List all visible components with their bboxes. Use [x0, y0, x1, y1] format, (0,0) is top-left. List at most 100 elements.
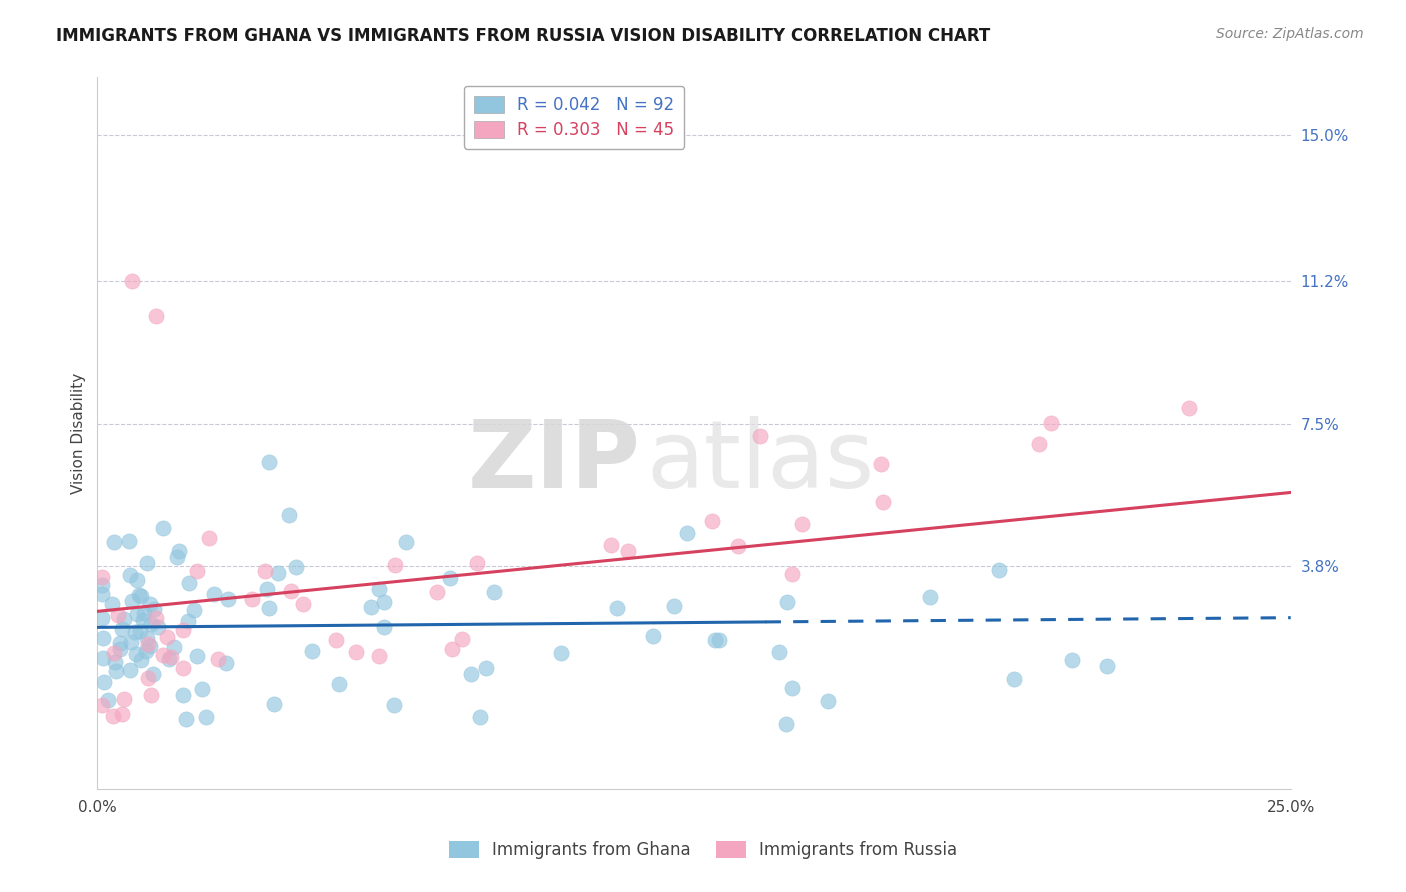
Point: [439, 571, 461, 585]
Point: [136, 556, 159, 570]
Point: [110, 642, 132, 657]
Point: [142, 667, 165, 681]
Point: [662, 599, 685, 613]
Point: [1062, 653, 1084, 667]
Point: [676, 526, 699, 541]
Point: [121, 593, 143, 607]
Point: [920, 590, 942, 604]
Point: [256, 582, 278, 596]
Point: [172, 624, 194, 638]
Point: [91, 577, 114, 591]
Point: [136, 631, 159, 645]
Point: [120, 663, 142, 677]
Point: [91, 610, 114, 624]
Point: [136, 671, 159, 685]
Point: [91, 631, 114, 645]
Point: [112, 612, 135, 626]
Point: [709, 633, 731, 648]
Point: [257, 601, 280, 615]
Point: [768, 645, 790, 659]
Point: [253, 564, 276, 578]
Point: [748, 428, 770, 442]
Point: [368, 648, 391, 663]
Point: [484, 585, 506, 599]
Point: [606, 601, 628, 615]
Point: [174, 713, 197, 727]
Point: [1095, 659, 1118, 673]
Point: [103, 646, 125, 660]
Point: [97, 693, 120, 707]
Legend: R = 0.042   N = 92, R = 0.303   N = 45: R = 0.042 N = 92, R = 0.303 N = 45: [464, 86, 685, 149]
Point: [207, 652, 229, 666]
Point: [600, 538, 623, 552]
Point: [103, 535, 125, 549]
Point: [460, 666, 482, 681]
Legend: Immigrants from Ghana, Immigrants from Russia: Immigrants from Ghana, Immigrants from R…: [441, 834, 965, 866]
Point: [159, 650, 181, 665]
Point: [280, 584, 302, 599]
Point: [301, 644, 323, 658]
Point: [373, 619, 395, 633]
Point: [616, 544, 638, 558]
Point: [128, 588, 150, 602]
Point: [152, 648, 174, 662]
Point: [157, 652, 180, 666]
Point: [179, 576, 201, 591]
Point: [183, 603, 205, 617]
Point: [278, 508, 301, 522]
Point: [93, 675, 115, 690]
Point: [117, 533, 139, 548]
Point: [103, 655, 125, 669]
Point: [139, 597, 162, 611]
Point: [468, 710, 491, 724]
Point: [426, 585, 449, 599]
Text: IMMIGRANTS FROM GHANA VS IMMIGRANTS FROM RUSSIA VISION DISABILITY CORRELATION CH: IMMIGRANTS FROM GHANA VS IMMIGRANTS FROM…: [56, 27, 990, 45]
Point: [1002, 672, 1025, 686]
Point: [776, 595, 799, 609]
Point: [186, 649, 208, 664]
Y-axis label: Vision Disability: Vision Disability: [72, 373, 86, 494]
Point: [100, 597, 122, 611]
Point: [112, 691, 135, 706]
Point: [191, 682, 214, 697]
Point: [643, 629, 665, 643]
Point: [215, 657, 238, 671]
Point: [384, 558, 406, 573]
Point: [451, 632, 474, 647]
Point: [152, 520, 174, 534]
Point: [163, 640, 186, 655]
Point: [132, 606, 155, 620]
Point: [344, 645, 367, 659]
Point: [139, 616, 162, 631]
Point: [145, 309, 167, 323]
Point: [325, 633, 347, 648]
Point: [780, 681, 803, 696]
Point: [143, 602, 166, 616]
Text: ZIP: ZIP: [467, 416, 640, 508]
Point: [124, 624, 146, 639]
Point: [780, 567, 803, 582]
Point: [129, 653, 152, 667]
Point: [467, 556, 489, 570]
Point: [292, 597, 315, 611]
Point: [121, 274, 143, 288]
Point: [197, 532, 219, 546]
Point: [328, 676, 350, 690]
Point: [172, 688, 194, 702]
Point: [139, 639, 162, 653]
Point: [373, 595, 395, 609]
Point: [91, 587, 114, 601]
Point: [167, 544, 190, 558]
Point: [259, 455, 281, 469]
Point: [105, 665, 128, 679]
Point: [202, 587, 225, 601]
Text: atlas: atlas: [647, 416, 875, 508]
Point: [145, 610, 167, 624]
Point: [166, 549, 188, 564]
Point: [125, 647, 148, 661]
Point: [136, 637, 159, 651]
Point: [790, 516, 813, 531]
Point: [382, 698, 405, 712]
Point: [125, 573, 148, 587]
Point: [148, 620, 170, 634]
